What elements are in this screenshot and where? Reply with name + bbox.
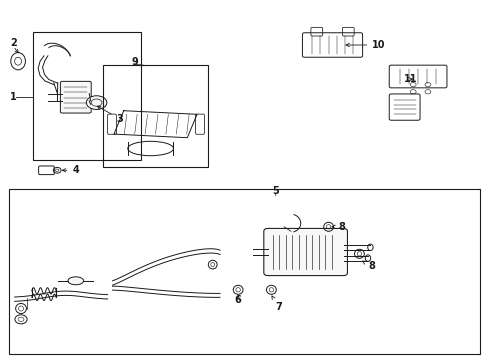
Text: 1: 1 [10, 92, 17, 102]
Text: 2: 2 [10, 38, 17, 48]
Text: 11: 11 [403, 74, 417, 84]
Bar [9, 189, 479, 354]
Bar [33, 32, 141, 160]
Text: 6: 6 [234, 294, 241, 305]
Text: 8: 8 [362, 261, 374, 271]
Text: 10: 10 [346, 40, 385, 50]
FancyBboxPatch shape [264, 229, 346, 276]
Ellipse shape [68, 277, 83, 285]
Text: 3: 3 [97, 106, 123, 124]
Bar [102, 65, 207, 167]
Text: 7: 7 [271, 296, 282, 312]
Text: 9: 9 [131, 57, 138, 67]
FancyBboxPatch shape [61, 81, 91, 113]
Text: 5: 5 [271, 186, 278, 196]
Text: 4: 4 [62, 165, 79, 175]
Text: 8: 8 [331, 222, 345, 232]
Ellipse shape [86, 96, 106, 109]
